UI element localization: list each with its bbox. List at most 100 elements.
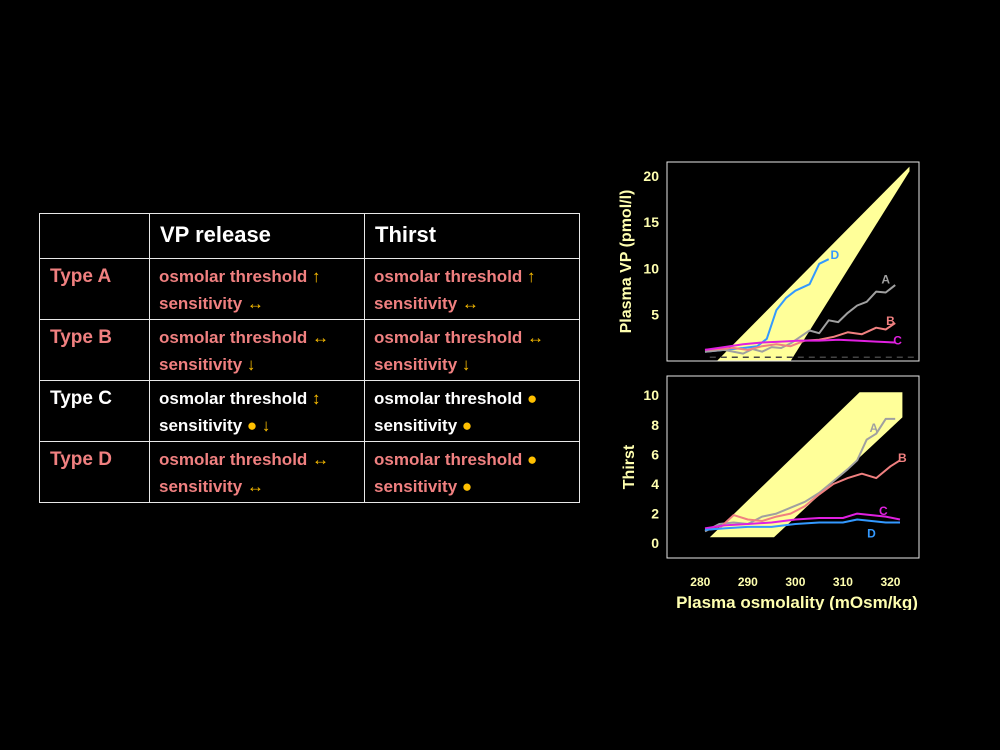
vp-release-cell: osmolar threshold ↑ sensitivity ↔ [149,258,365,320]
threshold-arrow: ↔ [312,450,330,469]
header-vp-release: VP release [149,213,365,259]
thirst-cell: osmolar threshold ● sensitivity ● [364,441,580,503]
sensitivity-arrow: ↔ [246,477,264,496]
threshold-arrow: ↕ [312,389,321,408]
y-axis-label: Thirst [621,444,638,489]
y-tick-label: 2 [651,506,659,522]
sensitivity-arrow: ↔ [461,294,479,313]
cell-text: osmolar threshold ↑ sensitivity ↔ [365,259,579,317]
series-line-C [704,512,901,530]
threshold-arrow: ● [527,450,538,469]
sensitivity-arrow: ↓ [461,355,471,374]
thirst-cell: osmolar threshold ● sensitivity ● [364,380,580,442]
sensitivity-label: sensitivity [374,355,458,374]
subtype-table: VP release Thirst Type A osmolar threshol… [39,213,580,503]
sensitivity-label: sensitivity [159,416,243,435]
sensitivity-arrow: ↔ [246,294,264,313]
y-tick-label: 8 [651,417,659,433]
series-label-B: B [898,451,907,465]
series-label-D: D [831,248,840,262]
y-tick-label: 20 [643,168,659,184]
threshold-label: osmolar threshold [374,450,523,469]
vp-release-cell: osmolar threshold ↕ sensitivity ● ↓ [149,380,365,442]
cell-text: osmolar threshold ● sensitivity ● [365,442,579,500]
x-tick-label: 320 [880,575,900,589]
threshold-arrow: ↔ [527,328,545,347]
x-tick-label: 280 [690,575,710,589]
threshold-label: osmolar threshold [159,450,308,469]
threshold-label: osmolar threshold [159,328,308,347]
threshold-label: osmolar threshold [159,389,308,408]
header-empty [39,213,150,259]
cell-text: osmolar threshold ↔ sensitivity ↓ [150,320,364,378]
row-type-cell: Type C [39,380,150,442]
threshold-arrow: ↔ [312,328,330,347]
y-tick-label: 6 [651,446,659,462]
x-tick-label: 300 [785,575,805,589]
cell-text: osmolar threshold ↑ sensitivity ↔ [150,259,364,317]
x-axis-label: Plasma osmolality (mOsm/kg) [676,593,918,610]
threshold-arrow: ↑ [312,267,321,286]
header-thirst: Thirst [364,213,580,259]
sensitivity-arrow: ● [461,416,473,435]
sensitivity-arrow: ● ↓ [246,416,271,435]
row-type-label: Type B [50,327,112,348]
sensitivity-label: sensitivity [374,294,458,313]
series-line-A [704,417,896,533]
plot-frame [666,375,920,559]
vp-release-cell: osmolar threshold ↔ sensitivity ↓ [149,319,365,381]
cell-text: osmolar threshold ↔ sensitivity ↔ [150,442,364,500]
row-type-cell: Type B [39,319,150,381]
row-type-cell: Type D [39,441,150,503]
threshold-label: osmolar threshold [374,328,523,347]
threshold-arrow: ● [527,389,538,408]
sensitivity-arrow: ↓ [246,355,256,374]
plot-frame [666,161,920,362]
sensitivity-label: sensitivity [374,477,458,496]
cell-text: osmolar threshold ↕ sensitivity ● ↓ [150,381,364,439]
y-tick-label: 0 [651,535,659,551]
thirst-cell: osmolar threshold ↔ sensitivity ↓ [364,319,580,381]
threshold-label: osmolar threshold [374,389,523,408]
x-tick-label: 290 [738,575,758,589]
table-row: Type C osmolar threshold ↕ sensitivity ● ↓… [39,380,580,442]
row-type-label: Type A [50,266,112,287]
row-type-label: Type D [50,449,112,470]
series-label-A: A [869,421,878,435]
table-header-row: VP release Thirst [39,213,580,259]
threshold-label: osmolar threshold [159,267,308,286]
y-tick-label: 15 [643,214,659,230]
threshold-label: osmolar threshold [374,267,523,286]
series-line-C [704,338,896,351]
series-label-D: D [867,526,876,540]
normal-range-band [709,392,903,538]
cell-text: osmolar threshold ● sensitivity ● [365,381,579,439]
series-line-D [704,518,900,531]
y-tick-label: 10 [643,260,659,276]
row-type-label: Type C [50,388,112,409]
cell-text: osmolar threshold ↔ sensitivity ↓ [365,320,579,378]
sensitivity-label: sensitivity [159,355,243,374]
y-axis-label: Plasma VP (pmol/l) [618,190,635,334]
row-type-cell: Type A [39,258,150,320]
sensitivity-label: sensitivity [374,416,458,435]
series-label-C: C [893,333,902,347]
vp-chart: 5 10 15 20 Plasma VP (pmol/l) D A BC [618,161,920,362]
sensitivity-arrow: ● [461,477,473,496]
sensitivity-label: sensitivity [159,477,243,496]
threshold-arrow: ↑ [527,267,536,286]
thirst-cell: osmolar threshold ↑ sensitivity ↔ [364,258,580,320]
thirst-chart: 0 2 4 6 8 10 280 290 300 310 320 Thirst Plasma osmol… [621,375,920,610]
series-label-A: A [881,272,890,286]
series-line-B [704,459,901,531]
series-label-B: B [886,314,895,328]
y-tick-label: 4 [651,476,659,492]
series-label-C: C [879,504,888,518]
sensitivity-label: sensitivity [159,294,243,313]
y-tick-label: 5 [651,307,659,323]
vp-release-cell: osmolar threshold ↔ sensitivity ↔ [149,441,365,503]
x-tick-label: 310 [833,575,853,589]
